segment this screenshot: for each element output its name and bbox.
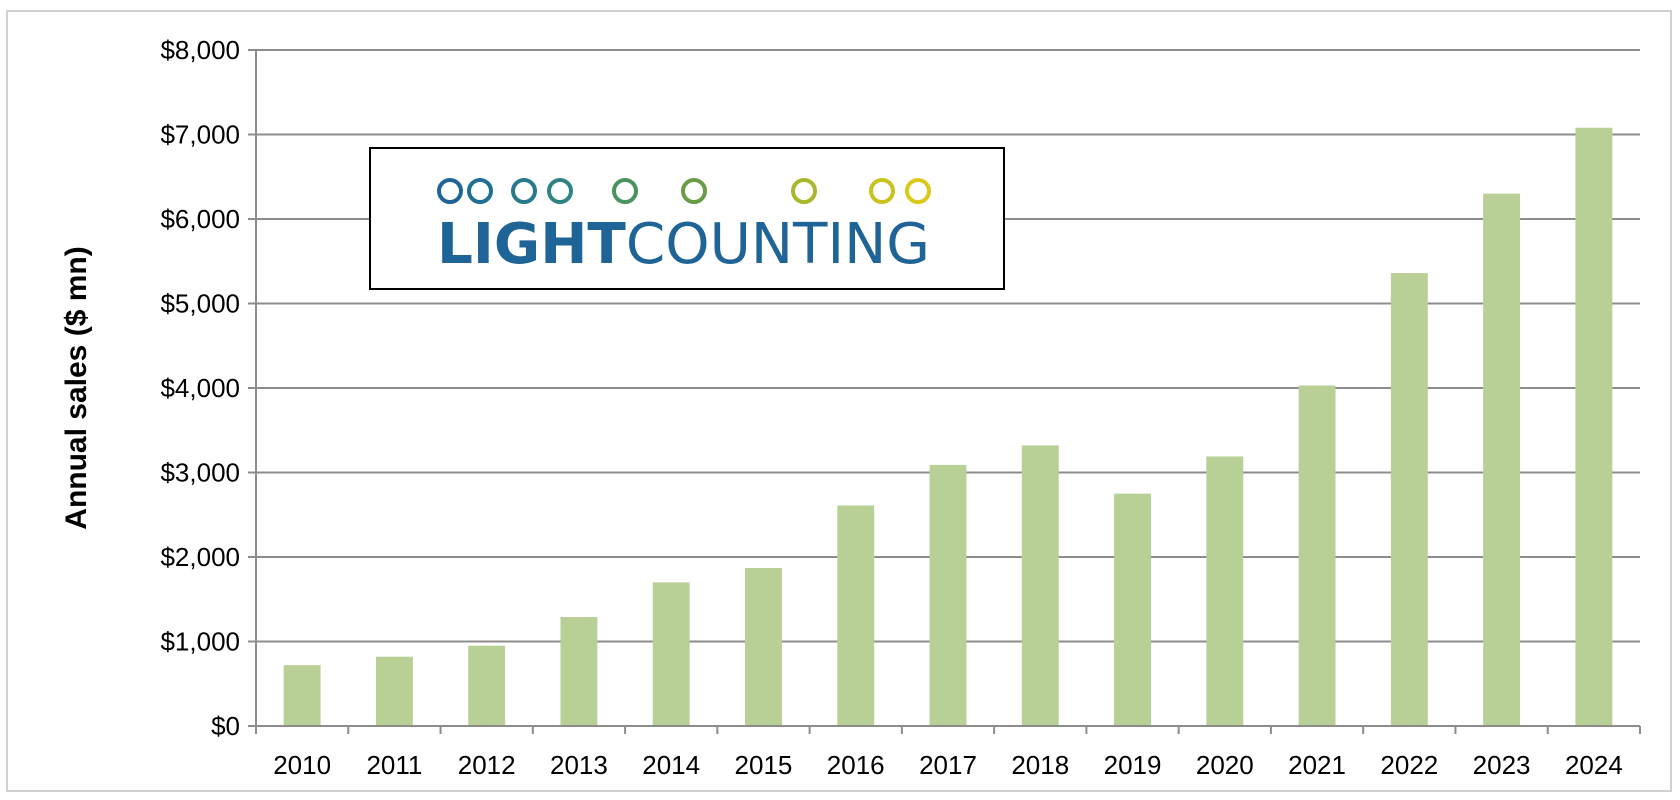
bar-2018 — [1021, 445, 1059, 726]
logo-node-1 — [437, 178, 463, 204]
x-tick-label-2012: 2012 — [458, 750, 516, 780]
bar-2010 — [283, 665, 321, 726]
bar-2012 — [468, 645, 506, 726]
x-tick-label-2016: 2016 — [827, 750, 885, 780]
y-tick-label-8000: $8,000 — [160, 35, 240, 65]
logo-node-5 — [612, 178, 638, 204]
x-tick-label-2021: 2021 — [1288, 750, 1346, 780]
x-tick-label-2011: 2011 — [366, 750, 422, 780]
bar-2022 — [1390, 273, 1428, 726]
logo-node-3 — [511, 178, 537, 204]
x-tick-label-2023: 2023 — [1473, 750, 1531, 780]
bar-2021 — [1298, 385, 1336, 726]
y-tick-label-0: $0 — [211, 711, 240, 741]
x-tick-label-2022: 2022 — [1380, 750, 1438, 780]
bar-2024 — [1575, 127, 1613, 727]
logo-wordmark-bold: LIGHT — [437, 212, 626, 277]
y-tick-label-5000: $5,000 — [160, 289, 240, 319]
bars — [283, 127, 1613, 727]
bar-2017 — [929, 464, 967, 726]
y-tick-label-6000: $6,000 — [160, 204, 240, 234]
bar-2023 — [1483, 193, 1521, 726]
bar-2013 — [560, 616, 598, 726]
y-tick-label-3000: $3,000 — [160, 458, 240, 488]
y-tick-labels: $0 $1,000 $2,000 $3,000 $4,000 $5,000 $6,000 $7… — [160, 35, 240, 741]
x-tick-label-2015: 2015 — [735, 750, 793, 780]
x-tick-label-2020: 2020 — [1196, 750, 1254, 780]
x-tick-label-2019: 2019 — [1104, 750, 1162, 780]
x-tick-label-2018: 2018 — [1011, 750, 1069, 780]
logo-wordmark: LIGHTCOUNTING — [437, 212, 930, 277]
logo-node-4 — [547, 178, 573, 204]
bar-2020 — [1206, 456, 1244, 726]
x-tick-label-2010: 2010 — [273, 750, 331, 780]
logo-box — [369, 147, 1005, 290]
bar-2015 — [745, 567, 782, 726]
logo-node-2 — [467, 178, 493, 204]
logo-node-8 — [869, 178, 895, 204]
x-tick-label-2014: 2014 — [642, 750, 700, 780]
bar-2011 — [375, 656, 413, 726]
bar-2016 — [837, 505, 875, 726]
lightcounting-logo: LIGHTCOUNTING — [369, 147, 1005, 290]
y-tick-label-7000: $7,000 — [160, 120, 240, 150]
axes — [255, 50, 1640, 727]
logo-node-6 — [681, 178, 707, 204]
logo-line-with-nodes — [415, 178, 948, 204]
x-tick-label-2017: 2017 — [919, 750, 977, 780]
y-tick-label-4000: $4,000 — [160, 373, 240, 403]
x-tick-label-2013: 2013 — [550, 750, 608, 780]
bar-2019 — [1114, 493, 1151, 726]
logo-node-7 — [791, 178, 817, 204]
y-axis-title: Annual sales ($ mn) — [60, 246, 93, 529]
logo-node-9 — [905, 178, 931, 204]
logo-wordmark-light: COUNTING — [626, 212, 930, 277]
y-tick-label-1000: $1,000 — [160, 627, 240, 657]
x-tick-labels: 2010 2011 2012 2013 2014 2015 2016 2017 2018 2019… — [255, 726, 1641, 780]
y-tick-label-2000: $2,000 — [160, 542, 240, 572]
bar-2014 — [652, 582, 690, 726]
x-tick-label-2024: 2024 — [1565, 750, 1623, 780]
